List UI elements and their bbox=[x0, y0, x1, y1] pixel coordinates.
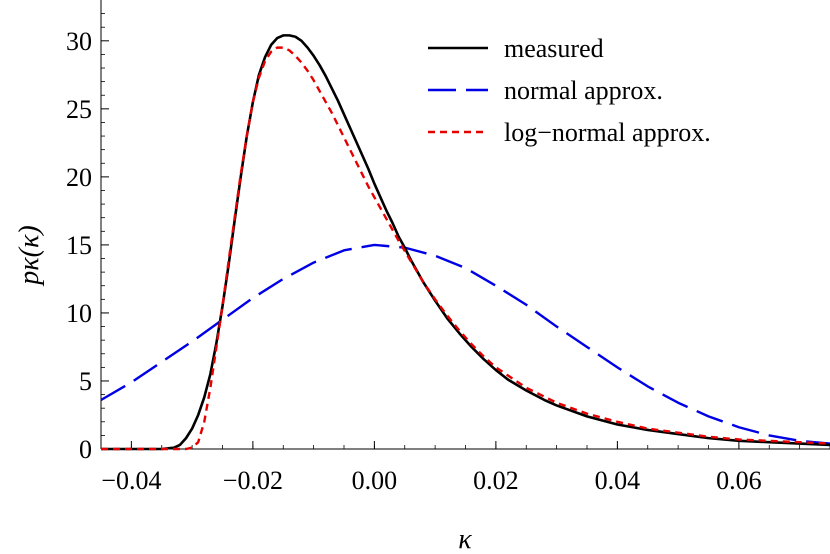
y-tick-label: 20 bbox=[66, 163, 92, 192]
series-line-log-normal-approx- bbox=[101, 46, 830, 451]
y-axis-label: pκ(κ) bbox=[14, 225, 45, 287]
x-tick-label: −0.04 bbox=[101, 466, 161, 495]
y-tick-label: 5 bbox=[79, 367, 92, 396]
x-ticks: −0.04 −0.02 0.00 0.02 0.04 0.06 bbox=[100, 441, 830, 495]
series-line-measured bbox=[101, 34, 830, 451]
x-tick-label: 0.02 bbox=[473, 466, 519, 495]
y-tick-label: 0 bbox=[79, 435, 92, 464]
x-axis-label: κ bbox=[458, 524, 472, 554]
y-tick-label: 30 bbox=[66, 27, 92, 56]
x-tick-label: 0.00 bbox=[352, 466, 398, 495]
legend: measured normal approx. log−normal approx. bbox=[428, 34, 711, 147]
x-tick-label: 0.04 bbox=[595, 466, 641, 495]
x-tick-label: 0.06 bbox=[716, 466, 762, 495]
series-line-normal-approx- bbox=[100, 243, 830, 445]
y-ticks: 0 5 10 15 20 25 30 bbox=[66, 13, 109, 464]
legend-label: measured bbox=[504, 34, 604, 63]
legend-label: log−normal approx. bbox=[504, 118, 711, 147]
y-tick-label: 15 bbox=[66, 231, 92, 260]
x-tick-label: −0.02 bbox=[223, 466, 283, 495]
series-layer bbox=[100, 34, 830, 451]
y-tick-label: 10 bbox=[66, 299, 92, 328]
legend-label: normal approx. bbox=[504, 76, 663, 105]
y-tick-label: 25 bbox=[66, 95, 92, 124]
